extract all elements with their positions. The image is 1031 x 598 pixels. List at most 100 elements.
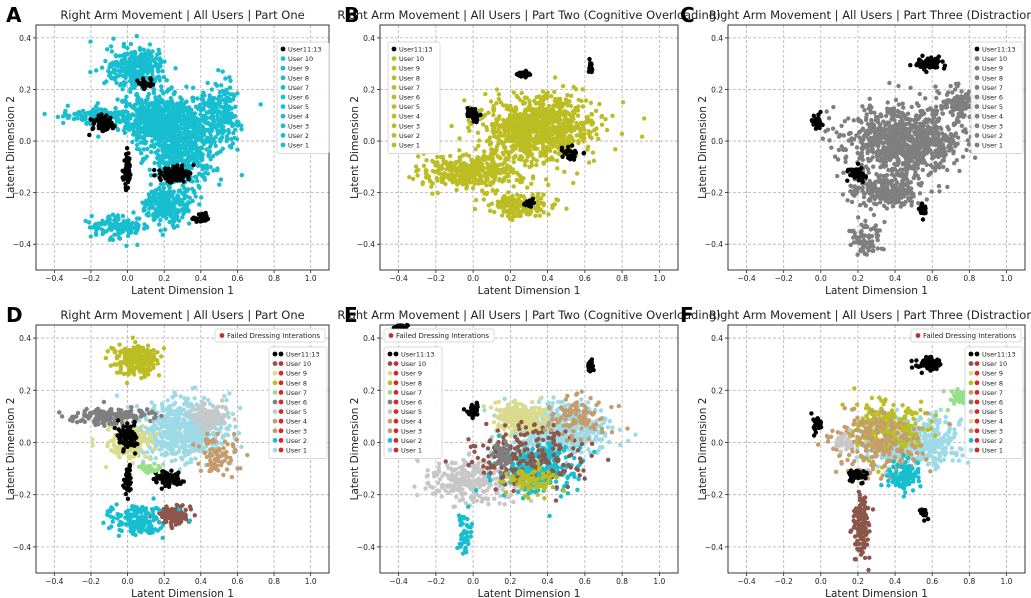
scatter-point	[487, 135, 493, 140]
scatter-point	[516, 124, 521, 129]
scatter-point	[914, 101, 920, 106]
scatter-point	[124, 94, 129, 100]
scatter-point	[219, 112, 225, 117]
scatter-point	[138, 140, 143, 145]
scatter-point	[531, 126, 537, 131]
scatter-point	[160, 232, 165, 237]
scatter-point	[575, 113, 581, 118]
scatter-point	[559, 145, 565, 150]
scatter-point	[496, 96, 501, 102]
scatter-point	[99, 65, 105, 70]
scatter-point	[521, 101, 526, 106]
scatter-point	[136, 123, 141, 128]
scatter-point	[86, 120, 92, 126]
scatter-point	[137, 216, 142, 221]
scatter-point	[195, 163, 201, 168]
scatter-point	[179, 139, 184, 144]
scatter-point	[139, 151, 144, 156]
scatter-point	[94, 68, 99, 73]
legend-label: User 4	[399, 113, 420, 121]
scatter-point	[843, 147, 849, 153]
x-tick-label: 0.6	[231, 274, 243, 283]
scatter-point	[124, 146, 130, 151]
legend-label: User 5	[288, 103, 309, 111]
scatter-point	[497, 130, 503, 135]
scatter-point	[182, 204, 188, 210]
scatter-point	[102, 107, 107, 112]
x-tick-label: −0.4	[45, 274, 63, 283]
scatter-point	[136, 106, 142, 112]
scatter-point	[502, 193, 507, 199]
scatter-point	[215, 168, 220, 173]
scatter-point	[121, 221, 127, 226]
scatter-point	[841, 170, 846, 175]
scatter-point	[506, 173, 511, 178]
scatter-point	[838, 132, 843, 138]
scatter-point	[887, 80, 892, 86]
legend-marker	[391, 46, 397, 52]
scatter-point	[216, 68, 221, 73]
scatter-point	[567, 134, 572, 139]
scatter-point	[507, 112, 513, 118]
scatter-point	[190, 117, 195, 123]
scatter-point	[482, 191, 487, 196]
scatter-point	[134, 146, 140, 152]
scatter-point	[492, 147, 497, 152]
scatter-point	[184, 164, 189, 169]
scatter-point	[565, 93, 570, 98]
scatter-point	[510, 217, 515, 222]
scatter-point	[555, 198, 561, 203]
scatter-point	[151, 217, 156, 222]
scatter-point	[546, 182, 551, 188]
y-tick-label: 0.0	[711, 137, 723, 146]
scatter-point	[156, 136, 162, 142]
scatter-point	[109, 76, 114, 81]
scatter-point	[227, 97, 232, 102]
scatter-point	[535, 194, 540, 199]
scatter-point	[549, 94, 554, 99]
x-tick-label: 0.0	[467, 274, 479, 283]
scatter-point	[542, 137, 547, 142]
legend-marker	[391, 75, 397, 81]
scatter-point	[546, 212, 551, 217]
scatter-point	[177, 158, 183, 163]
scatter-point	[470, 174, 475, 179]
scatter-point	[874, 154, 880, 159]
scatter-point	[130, 139, 135, 145]
scatter-point	[455, 178, 461, 183]
scatter-point	[152, 105, 157, 110]
scatter-point	[447, 177, 452, 182]
scatter-point	[232, 93, 237, 99]
scatter-point	[527, 141, 532, 146]
scatter-point	[549, 113, 555, 118]
scatter-point	[157, 78, 162, 83]
scatter-point	[173, 66, 178, 71]
scatter-point	[511, 90, 516, 95]
scatter-point	[200, 93, 205, 98]
scatter-point	[194, 116, 200, 121]
legend-marker	[280, 142, 286, 148]
scatter-point	[141, 47, 146, 52]
scatter-point	[122, 83, 127, 88]
legend-marker	[280, 104, 286, 109]
scatter-point	[137, 45, 143, 51]
scatter-point	[589, 112, 595, 117]
scatter-point	[149, 173, 154, 178]
scatter-point	[202, 177, 208, 182]
scatter-point	[145, 146, 150, 152]
panel-letter: A	[6, 3, 22, 27]
scatter-point	[156, 132, 161, 138]
scatter-point	[185, 141, 191, 146]
scatter-point	[162, 227, 168, 232]
scatter-point	[501, 117, 506, 123]
scatter-point	[173, 141, 178, 146]
legend-label: User 2	[288, 132, 309, 140]
scatter-point	[580, 87, 585, 92]
scatter-point	[948, 132, 953, 137]
legend-marker	[391, 65, 397, 71]
scatter-point	[596, 136, 601, 142]
scatter-point	[96, 134, 101, 139]
scatter-point	[221, 97, 226, 103]
scatter-point	[129, 228, 134, 233]
